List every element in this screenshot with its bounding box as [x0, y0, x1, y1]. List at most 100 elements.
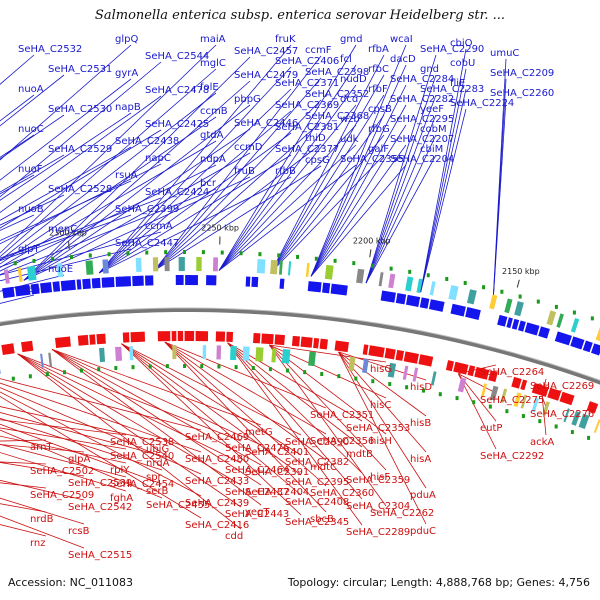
label-connector	[365, 114, 437, 284]
cog-block	[178, 257, 185, 272]
cog-block	[48, 352, 53, 367]
cog-block	[531, 397, 539, 413]
gene-label: SeHA_C2464	[225, 465, 289, 476]
gene-arrow	[279, 278, 285, 289]
rna-mark	[320, 372, 324, 377]
gene-arrow	[520, 379, 528, 391]
rna-mark	[572, 310, 576, 315]
rna-mark	[445, 276, 449, 281]
label-connector	[0, 140, 217, 268]
gene-label: SeHA_C2457	[234, 46, 298, 57]
label-connector	[98, 154, 292, 274]
gene-label: SeHA_C2353	[346, 423, 410, 434]
label-connector	[0, 234, 65, 259]
cog-block	[429, 281, 436, 296]
label-connector	[98, 110, 292, 274]
rna-mark	[438, 392, 442, 397]
rna-mark	[389, 266, 393, 271]
gene-arrow	[122, 332, 130, 343]
cog-block	[202, 345, 207, 360]
label-connector	[154, 99, 322, 271]
label-connector	[0, 180, 132, 241]
gene-arrow	[55, 336, 71, 348]
gene-arrow	[89, 334, 96, 345]
tick-label: 2150 kbp	[502, 267, 540, 276]
cog-block	[85, 260, 94, 275]
cog-block	[563, 408, 570, 423]
rna-mark	[518, 294, 522, 299]
label-connector	[17, 353, 242, 486]
topology-label: Topology: circular; Length: 4,888,768 bp…	[287, 576, 590, 589]
gene-label: dacD	[390, 54, 416, 65]
gene-label: fghA	[110, 493, 133, 504]
gene-label: SeHA_C2369	[275, 100, 339, 111]
gene-label: rsuA	[115, 170, 138, 181]
rna-mark	[45, 372, 49, 377]
gene-label: serB	[146, 486, 168, 497]
gene-label: fruB	[234, 166, 255, 177]
rna-mark	[463, 280, 467, 285]
rna-mark	[337, 374, 341, 379]
rna-mark	[405, 385, 409, 390]
rna-mark	[145, 250, 149, 255]
label-connector	[51, 349, 262, 426]
gene-label: SeHA_C2395	[285, 477, 349, 488]
gene-label: ccmB	[200, 106, 228, 117]
feature-tracks	[0, 250, 600, 440]
label-connector	[310, 124, 407, 277]
gene-arrow	[586, 401, 599, 414]
gene-label: SeHA_C2538	[110, 437, 174, 448]
gene-label: SeHA_C2304	[346, 501, 410, 512]
gene-arrow	[40, 282, 53, 294]
rna-mark	[200, 364, 204, 369]
gene-label: hisF	[370, 472, 390, 483]
cog-block	[196, 257, 202, 272]
rna-mark	[554, 304, 558, 309]
gene-arrow	[384, 347, 396, 360]
rna-mark	[258, 252, 262, 257]
gene-label: SeHA_C2345	[285, 517, 349, 528]
rna-mark	[570, 430, 574, 435]
gene-arrow	[274, 334, 285, 346]
label-connector	[227, 342, 363, 500]
label-connector	[270, 154, 385, 274]
gene-label: rfbF	[368, 84, 388, 95]
label-connector	[310, 84, 407, 277]
backbone-line	[0, 308, 600, 385]
label-connector	[310, 44, 407, 277]
gene-label: SeHA_C2224	[450, 98, 514, 109]
label-connector	[51, 349, 262, 466]
label-connector	[99, 176, 292, 274]
label-connector	[98, 44, 292, 274]
gene-label: SeHA_C2391	[245, 467, 309, 478]
gene-arrow	[405, 294, 421, 307]
gene-label: SeHA_C2356	[310, 436, 374, 447]
gene-arrow	[445, 360, 455, 372]
gene-label: menC	[48, 224, 77, 235]
gene-label: ndpA	[200, 154, 226, 165]
label-connector	[23, 80, 251, 281]
gene-label: SeHA_C2377	[275, 144, 339, 155]
label-connector	[0, 95, 162, 213]
gene-label: mdtC	[310, 462, 337, 473]
label-connector	[0, 395, 202, 519]
gene-label: rfbA	[368, 44, 389, 55]
gene-label: SeHA_C2381	[275, 122, 339, 133]
gene-arrow	[261, 333, 274, 345]
gene-label: thiD	[305, 133, 326, 144]
label-connector	[338, 351, 427, 489]
gene-arrow	[82, 278, 91, 290]
gene-label: glpA	[68, 454, 90, 465]
gene-label: SeHA_C2425	[145, 119, 209, 130]
cog-block	[466, 289, 477, 305]
gene-label: dcd	[340, 94, 358, 105]
label-connector	[17, 353, 242, 530]
cog-block	[387, 362, 397, 378]
label-connector	[121, 343, 302, 496]
label-connector	[338, 351, 427, 525]
gene-label: SeHA_C2476	[225, 443, 289, 454]
cog-block	[416, 278, 423, 294]
label-connector	[310, 144, 407, 277]
gene-label: yeeF	[420, 104, 444, 115]
